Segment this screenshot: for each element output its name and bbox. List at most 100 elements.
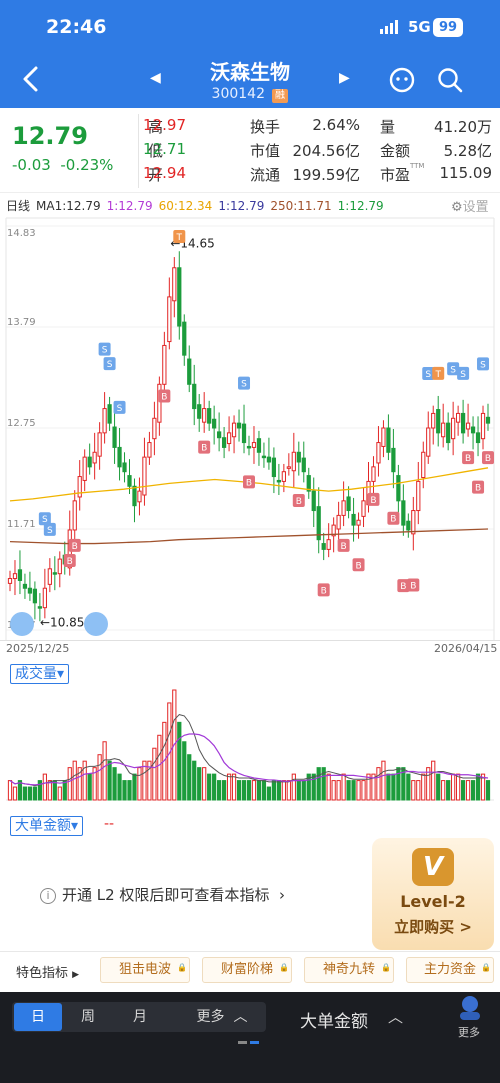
candle-body (226, 432, 232, 445)
candle-body (436, 409, 441, 434)
special-indicator-chip[interactable]: 主力资金 🔒 (406, 957, 494, 983)
gear-icon: ⚙ (451, 200, 463, 215)
candle-body (192, 383, 197, 410)
chart-settings[interactable]: ⚙设置 (451, 196, 489, 215)
tab-more[interactable]: 更多 ︿ (184, 1003, 260, 1031)
candle-body (107, 404, 112, 424)
candle-body (321, 543, 326, 550)
start-date: 2025/12/25 (6, 642, 70, 655)
level2-promo-card[interactable]: V Level-2 立即购买 > (372, 838, 494, 950)
back-icon[interactable] (20, 64, 42, 94)
candle-body (231, 422, 237, 438)
volume-bar (480, 773, 486, 801)
signal-marker-label: T (434, 370, 441, 380)
candle-body (256, 438, 262, 453)
change-value: -0.03 (12, 156, 51, 174)
stat-label: 量 (380, 118, 396, 136)
special-indicator-chip[interactable]: 财富阶梯 🔒 (202, 957, 292, 983)
candle-body (117, 446, 122, 468)
signal-marker-t (173, 230, 186, 244)
lock-icon: 🔒 (177, 963, 187, 972)
more-label[interactable]: 更多 (458, 1026, 480, 1039)
volume-bar (306, 773, 311, 801)
tab-month[interactable]: 月 (133, 1009, 147, 1025)
volume-bar (72, 760, 77, 801)
volume-bar (192, 760, 197, 801)
dropdown-icon: ▾ (57, 666, 65, 682)
stat-label: 开 (148, 166, 164, 184)
candle-body (301, 457, 306, 473)
volume-bar (326, 773, 331, 801)
signal-marker-b (462, 451, 475, 465)
prev-stock-icon[interactable]: ◀ (150, 70, 161, 86)
collapse-button (10, 612, 34, 636)
volume-bar (441, 780, 446, 801)
candle-body (386, 427, 391, 453)
level2-logo: V (412, 848, 454, 886)
candle-body (391, 447, 396, 473)
volume-bar (291, 773, 296, 801)
candle-body (361, 500, 366, 517)
signal-marker-t (432, 366, 445, 380)
kline-chart[interactable]: 14.8313.7912.7511.7110.67←14.65←10.85SSS… (0, 214, 500, 640)
signal-marker-label: B (341, 542, 347, 552)
candle-body (465, 422, 471, 430)
candle-body (42, 587, 47, 609)
signal-marker-label: B (400, 582, 406, 592)
l2-permission-link[interactable]: i 开通 L2 权限后即可查看本指标 › (40, 884, 285, 905)
volume-bar (426, 767, 431, 801)
candle-body (331, 524, 336, 537)
candle-body (22, 583, 28, 589)
volume-bar (157, 734, 162, 801)
candle-body (32, 588, 38, 604)
candle-body (411, 510, 416, 535)
chat-face-icon[interactable] (388, 66, 416, 94)
candle-body (421, 451, 426, 479)
volume-bar (202, 767, 207, 801)
signal-marker-s (238, 376, 251, 390)
signal-marker-label: S (102, 346, 108, 356)
candle-body (396, 475, 401, 502)
stat-value: 12.94 (143, 164, 186, 182)
volume-bar (261, 780, 267, 801)
tab-week[interactable]: 周 (81, 1009, 95, 1025)
candle-body (57, 558, 62, 575)
signal-marker-b (352, 558, 365, 572)
signal-marker-label: B (370, 496, 376, 506)
more-icon[interactable] (462, 996, 478, 1012)
indicator-selector[interactable]: 大单金额 (300, 1012, 368, 1032)
next-stock-icon[interactable]: ▶ (339, 70, 350, 86)
volume-bar (286, 780, 291, 801)
special-indicator-chip[interactable]: 狙击电波 🔒 (100, 957, 190, 983)
volume-selector[interactable]: 成交量▾ (10, 664, 70, 684)
signal-marker-b (472, 480, 485, 494)
signal-marker-label: B (72, 542, 78, 552)
volume-bar (311, 773, 316, 801)
volume-bar (7, 780, 13, 801)
tab-day[interactable]: 日 (14, 1003, 62, 1031)
volume-bar (187, 754, 192, 801)
chevron-right-icon: › (279, 886, 285, 904)
candle-body (27, 587, 33, 594)
volume-bar (436, 773, 441, 801)
volume-bar (77, 767, 82, 801)
battery-icon: 99 (433, 18, 463, 37)
volume-bar (82, 760, 87, 801)
search-icon[interactable] (436, 66, 464, 94)
big-order-selector[interactable]: 大单金额▾ (10, 816, 84, 836)
candle-body (371, 466, 376, 482)
signal-marker-b (337, 538, 350, 552)
special-indicator-chip[interactable]: 神奇九转 🔒 (304, 957, 394, 983)
stat-label: 金额 (380, 142, 411, 160)
buy-now-button[interactable]: 立即购买 > (394, 918, 472, 936)
stock-name: 沃森生物 (210, 60, 290, 84)
candle-body (401, 500, 406, 526)
signal-marker-b (198, 440, 211, 454)
chevron-up-icon[interactable]: ︿ (388, 1008, 404, 1026)
volume-bar (391, 773, 396, 801)
candle-body (132, 485, 137, 507)
candle-body (197, 404, 202, 419)
signal-marker-label: B (321, 586, 327, 596)
candle-body (266, 456, 272, 463)
candle-body (182, 321, 187, 356)
